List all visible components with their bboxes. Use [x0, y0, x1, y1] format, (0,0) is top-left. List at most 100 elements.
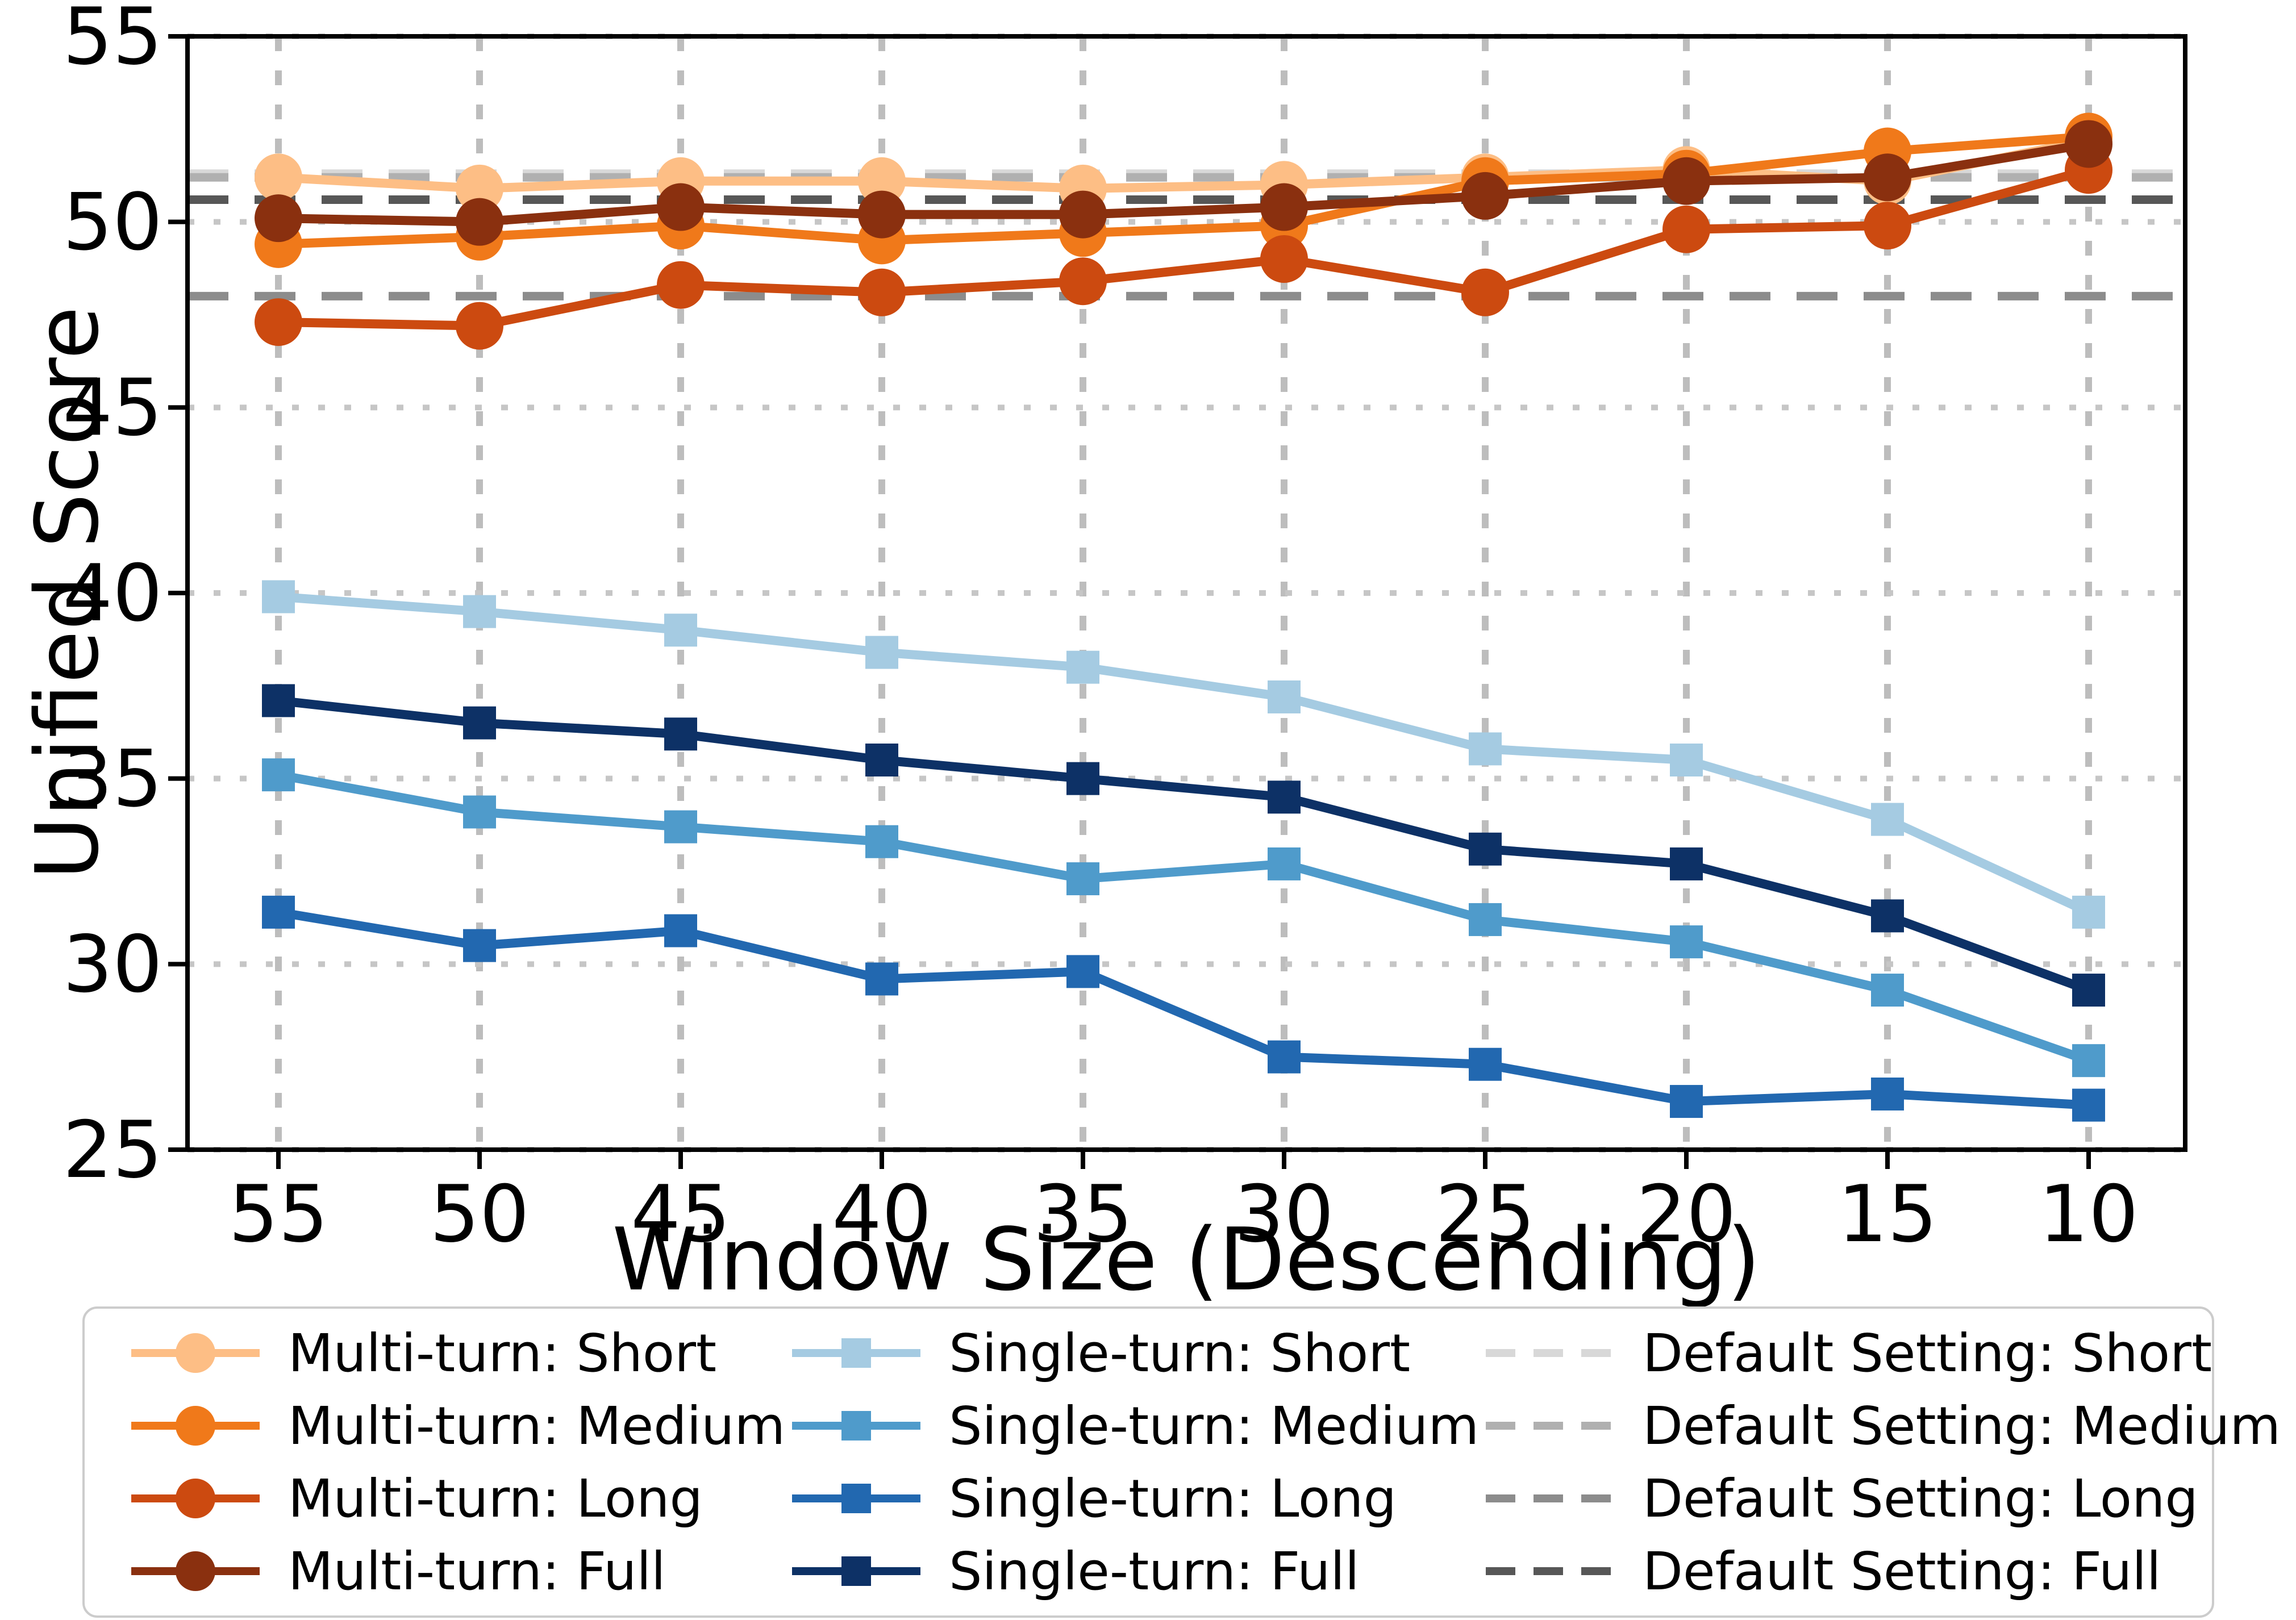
y-tick-label: 40 — [62, 548, 162, 639]
data-point-marker — [1268, 1040, 1301, 1074]
data-point-marker — [1469, 903, 1502, 936]
y-tick-label: 50 — [62, 177, 162, 268]
x-tick-label: 25 — [1435, 1168, 1535, 1260]
x-tick-label: 30 — [1234, 1168, 1334, 1260]
legend-item-label: Multi-turn: Short — [288, 1322, 717, 1384]
data-point-marker — [262, 684, 295, 717]
legend-item-label: Multi-turn: Full — [288, 1540, 666, 1602]
data-point-marker — [858, 157, 906, 205]
y-axis-label: Unified Score — [17, 306, 118, 880]
x-tick-label: 55 — [228, 1168, 328, 1260]
y-tick-label: 55 — [62, 0, 162, 82]
data-point-marker — [664, 914, 697, 947]
legend-item-default-setting-long: Default Setting: Long — [1479, 1468, 2281, 1529]
series-single-turn-full — [262, 684, 2105, 1007]
data-point-marker — [858, 268, 906, 316]
data-point-marker — [463, 929, 496, 962]
dashed-line-swatch-icon — [1486, 1349, 1615, 1357]
data-point-marker — [255, 298, 302, 346]
data-point-marker — [1864, 153, 1911, 202]
legend-item-single-turn-medium: Single-turn: Medium — [785, 1395, 1480, 1456]
x-tick-label: 35 — [1033, 1168, 1133, 1260]
data-point-marker — [657, 261, 705, 309]
data-point-marker — [1461, 268, 1509, 316]
series-line — [278, 696, 2090, 995]
data-point-marker — [1871, 803, 1904, 836]
data-point-marker — [1670, 847, 1703, 880]
data-point-marker — [1670, 1085, 1703, 1118]
dashed-line-swatch-icon — [1486, 1567, 1615, 1575]
data-point-marker — [1469, 832, 1502, 866]
legend-item-label: Multi-turn: Medium — [288, 1395, 786, 1456]
data-point-marker — [1268, 680, 1301, 713]
data-point-marker — [858, 190, 906, 239]
y-tick-label: 35 — [62, 733, 162, 825]
y-tick-label: 30 — [62, 918, 162, 1010]
data-point-marker — [664, 717, 697, 751]
legend-item-label: Default Setting: Short — [1643, 1322, 2212, 1384]
square-line-swatch-icon — [792, 1338, 921, 1368]
data-point-marker — [1871, 974, 1904, 1007]
data-point-marker — [456, 164, 503, 212]
data-point-marker — [1066, 650, 1099, 684]
data-point-marker — [456, 302, 503, 350]
legend-column-1: Multi-turn: Short Multi-turn: Medium Multi… — [124, 1322, 786, 1602]
data-point-marker — [2065, 120, 2112, 168]
legend-item-label: Single-turn: Medium — [949, 1395, 1480, 1456]
data-point-marker — [255, 194, 302, 243]
data-point-marker — [865, 636, 898, 669]
legend: Multi-turn: Short Multi-turn: Medium Multi… — [82, 1306, 2281, 1618]
x-tick-label: 10 — [2039, 1168, 2139, 1260]
data-point-marker — [1268, 847, 1301, 880]
legend-item-multi-turn-long: Multi-turn: Long — [124, 1468, 785, 1529]
legend-item-default-setting-full: Default Setting: Full — [1479, 1540, 2281, 1602]
circle-line-swatch-icon — [131, 1479, 260, 1518]
data-point-marker — [1469, 1047, 1502, 1081]
series-layer — [255, 112, 2112, 1122]
legend-item-label: Default Setting: Full — [1643, 1540, 2161, 1602]
data-point-marker — [2072, 895, 2105, 929]
series-line — [278, 132, 2089, 249]
dashed-line-swatch-icon — [1486, 1422, 1615, 1430]
series-single-turn-medium — [262, 758, 2105, 1078]
data-point-marker — [1059, 257, 1107, 306]
legend-item-default-setting-medium: Default Setting: Medium — [1479, 1396, 2281, 1456]
dashed-line-swatch-icon — [1486, 1494, 1615, 1502]
data-point-marker — [262, 895, 295, 929]
x-tick-label: 45 — [631, 1168, 731, 1260]
series-single-turn-long — [262, 895, 2105, 1122]
data-point-marker — [1260, 183, 1308, 231]
data-point-marker — [463, 595, 496, 628]
data-point-marker — [1461, 172, 1509, 220]
legend-item-single-turn-short: Single-turn: Short — [785, 1322, 1479, 1384]
legend-item-label: Single-turn: Short — [949, 1322, 1411, 1384]
legend-item-multi-turn-short: Multi-turn: Short — [124, 1322, 785, 1384]
series-multi-turn-full — [255, 120, 2112, 246]
legend-item-label: Single-turn: Full — [949, 1540, 1360, 1602]
data-point-marker — [664, 810, 697, 844]
legend-column-3: Default Setting: Short Default Setting: M… — [1479, 1322, 2281, 1602]
legend-item-multi-turn-full: Multi-turn: Full — [124, 1540, 785, 1602]
data-point-marker — [463, 706, 496, 740]
data-point-marker — [2072, 974, 2105, 1007]
data-point-marker — [1260, 235, 1308, 283]
data-point-marker — [1469, 732, 1502, 766]
x-tick-label: 15 — [1837, 1168, 1937, 1260]
data-point-marker — [456, 198, 503, 246]
data-point-marker — [463, 795, 496, 829]
data-point-marker — [1066, 862, 1099, 896]
data-point-marker — [262, 580, 295, 613]
series-line — [278, 165, 2090, 331]
data-point-marker — [1268, 780, 1301, 814]
legend-item-default-setting-short: Default Setting: Short — [1479, 1322, 2281, 1384]
data-point-marker — [262, 758, 295, 792]
x-axis-label: Window Size (Descending) — [612, 1209, 1761, 1310]
data-point-marker — [865, 825, 898, 858]
legend-column-2: Single-turn: Short Single-turn: Medium Sin… — [785, 1322, 1480, 1602]
series-line — [277, 770, 2090, 1065]
data-point-marker — [1670, 925, 1703, 959]
legend-item-multi-turn-medium: Multi-turn: Medium — [124, 1395, 786, 1456]
circle-line-swatch-icon — [131, 1551, 260, 1591]
